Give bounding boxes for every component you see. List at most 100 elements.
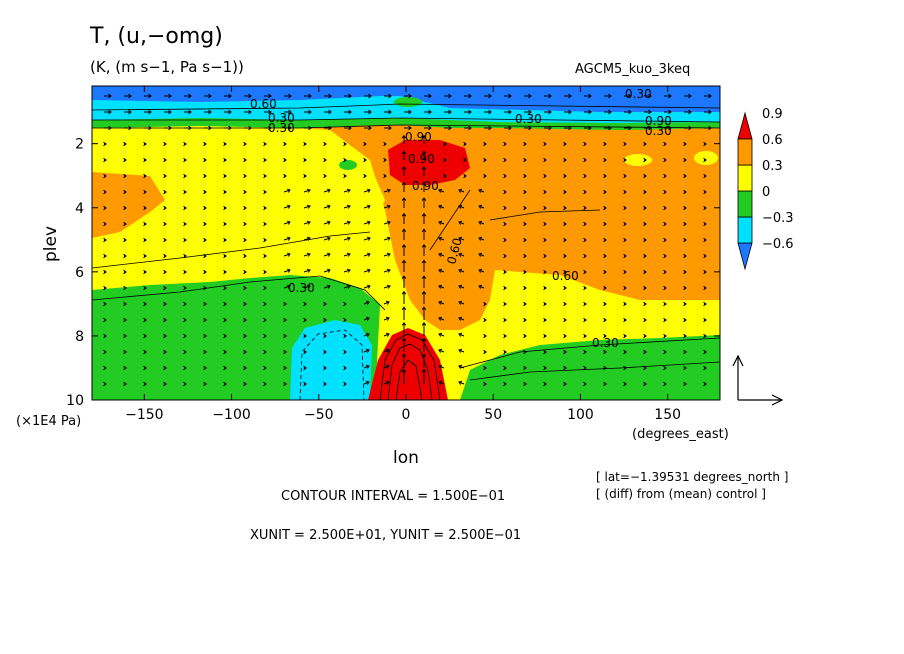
colorbar-swatch [737, 164, 753, 192]
vector-arrow-head [683, 253, 687, 259]
vector-arrow-head [183, 269, 187, 275]
vector-arrow-head [401, 228, 407, 233]
vector-arrow-head [583, 221, 587, 227]
vector-arrow-head [223, 157, 227, 163]
vector-arrow-head [366, 220, 371, 225]
x-tick-label: −50 [304, 407, 334, 423]
vector-arrow-head [303, 157, 307, 163]
vector-arrow-head [643, 141, 647, 147]
vector-arrow-head [263, 253, 267, 259]
vector-arrow-head [223, 285, 227, 291]
vector-arrow-head [243, 317, 247, 323]
vector-arrow-head [543, 301, 547, 307]
vector-arrow [343, 237, 351, 241]
vector-arrow-head [563, 349, 567, 355]
vector-arrow-head [163, 205, 167, 211]
heatmap-field [92, 86, 720, 400]
reference-vector-right-head [771, 394, 784, 406]
vector-arrow-head [503, 333, 507, 339]
vector-arrow-head [228, 109, 232, 115]
vector-arrow-head [663, 205, 667, 211]
vector-arrow [343, 253, 351, 257]
vector-arrow-head [483, 333, 487, 339]
vector-arrow-head [663, 189, 667, 195]
chart-title: T, (u,−omg) [90, 24, 223, 49]
vector-arrow-head [263, 173, 267, 179]
vector-arrow-head [523, 173, 527, 179]
vector-arrow-head [343, 349, 347, 355]
vector-arrow-head [143, 221, 147, 227]
vector-arrow [438, 317, 445, 321]
vector-arrow-head [303, 301, 307, 307]
vector-arrow-head [421, 212, 427, 217]
vector-arrow-head [243, 221, 247, 227]
vector-arrow-head [306, 236, 311, 241]
y-axis-label: plev [41, 226, 61, 262]
vector-arrow-head [478, 220, 483, 225]
vector-arrow-head [458, 204, 463, 209]
vector-arrow-head [468, 125, 472, 131]
vector-arrow [383, 189, 391, 193]
vector-arrow-head [623, 221, 627, 227]
vector-arrow-head [603, 141, 607, 147]
vector-arrow-head [708, 109, 712, 115]
vector-arrow-head [543, 349, 547, 355]
vector-arrow-head [503, 253, 507, 259]
region-cyan-lower [290, 320, 372, 400]
vector-arrow-head [263, 141, 267, 147]
vector-arrow [458, 365, 465, 369]
vector-arrow-head [478, 252, 483, 257]
vector-arrow-head [326, 252, 331, 257]
vector-arrow-head [163, 269, 167, 275]
vector-arrow [458, 349, 465, 353]
vector-arrow-head [548, 109, 552, 115]
vector-arrow-head [448, 109, 452, 115]
vector-arrow-head [683, 333, 687, 339]
vector-arrow [383, 301, 390, 305]
vector-arrow-head [183, 173, 187, 179]
vector-arrow-head [386, 188, 391, 193]
vector-arrow-head [563, 317, 567, 323]
vector-arrow-head [303, 333, 307, 339]
vector-arrow-head [183, 365, 187, 371]
vector-arrow-head [508, 125, 512, 131]
vector-arrow-head [623, 253, 627, 259]
vector-arrow-head [623, 317, 627, 323]
vector-arrow-head [168, 93, 172, 99]
vector-arrow-head [663, 221, 667, 227]
vector-arrow-head [703, 205, 707, 211]
vector-arrow-head [183, 141, 187, 147]
vector-arrow-head [123, 317, 127, 323]
vector-arrow-head [703, 381, 707, 387]
vector-arrow-head [401, 181, 407, 186]
vector-arrow-head [428, 93, 432, 99]
vector-arrow [363, 269, 371, 273]
vector-arrow-head [643, 173, 647, 179]
vector-arrow-head [386, 284, 391, 289]
vector-arrow-head [163, 141, 167, 147]
vector-arrow [323, 205, 331, 209]
vector-arrow [323, 285, 331, 289]
vector-arrow-head [183, 221, 187, 227]
vector-arrow-head [563, 253, 567, 259]
vector-arrow-head [401, 212, 407, 217]
vector-arrow [363, 301, 370, 305]
vector-arrow-head [708, 93, 712, 99]
vector-arrow-head [703, 285, 707, 291]
vector-arrow-head [408, 125, 412, 131]
vector-arrow-head [543, 173, 547, 179]
vector-arrow-head [683, 237, 687, 243]
vector-arrow-head [303, 349, 307, 355]
vector-arrow-head [303, 317, 307, 323]
vector-arrow-head [343, 141, 347, 147]
vector-arrow-head [483, 381, 487, 387]
vector-arrow-head [503, 285, 507, 291]
vector-arrow-head [203, 253, 207, 259]
vector-arrow-head [543, 157, 547, 163]
vector-arrow-head [528, 109, 532, 115]
vector-arrow-head [243, 253, 247, 259]
vector-arrow-head [303, 173, 307, 179]
vector-arrow [383, 381, 390, 385]
vector-arrow-head [503, 269, 507, 275]
vector-arrow-head [366, 204, 371, 209]
